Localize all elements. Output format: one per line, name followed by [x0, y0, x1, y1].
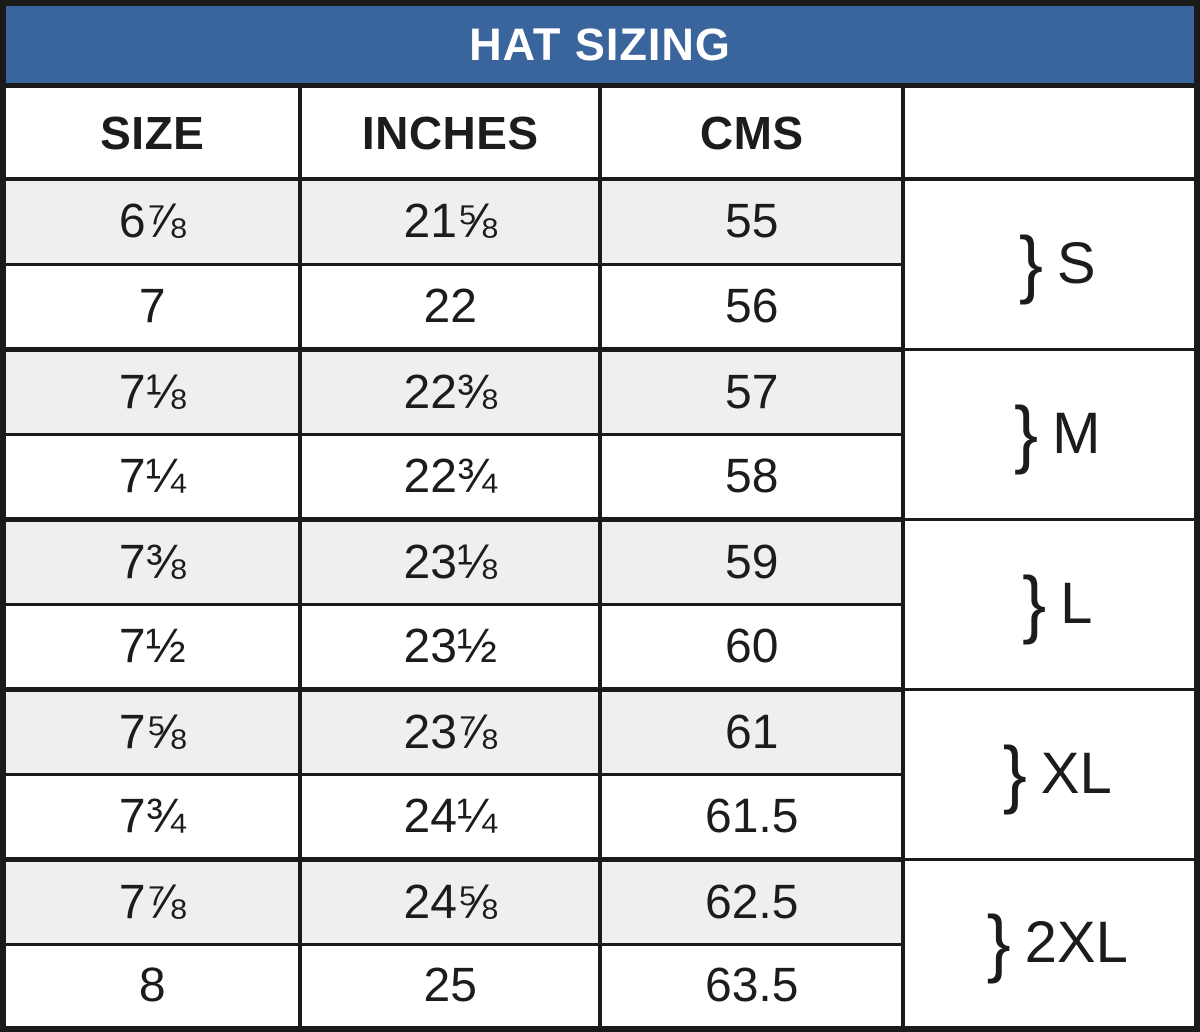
inches-value: 23½ — [298, 602, 602, 692]
brace-glyph: } — [1018, 222, 1043, 307]
cms-value: 61 — [597, 687, 906, 776]
cms-value: 61.5 — [597, 772, 906, 862]
cms-value: 60 — [597, 602, 906, 692]
inches-value: 22¾ — [298, 432, 602, 522]
size-value: 7½ — [0, 602, 303, 692]
inches-value: 21⅝ — [298, 177, 602, 266]
inches-value: 25 — [298, 942, 602, 1032]
title-row: HAT SIZING — [1, 1, 1199, 88]
size-value: 8 — [0, 942, 303, 1032]
table-row: 7 22 56 — [0, 262, 1197, 352]
column-header-row: SIZE INCHES CMS — [0, 84, 1199, 181]
column-header-inches: INCHES — [298, 84, 602, 181]
group-label: M — [1052, 401, 1101, 466]
brace-glyph: } — [986, 901, 1011, 986]
group-label: 2XL — [1024, 910, 1128, 976]
cms-value: 63.5 — [597, 942, 906, 1032]
cms-value: 62.5 — [597, 857, 906, 946]
size-value: 7⅝ — [0, 687, 303, 776]
inches-value: 23⅞ — [298, 687, 602, 776]
group-label: L — [1060, 571, 1093, 636]
brace-glyph: } — [1022, 562, 1047, 646]
inches-value: 22 — [298, 262, 602, 352]
brace-glyph: } — [1014, 392, 1039, 476]
table-row: 7⅛ 22⅜ 57 } M — [0, 347, 1199, 521]
table-row: 6⅞ 21⅝ 55 } S — [0, 177, 1199, 351]
cms-value: 56 — [597, 262, 906, 352]
group-label: S — [1056, 231, 1096, 297]
size-group-l: } L — [901, 517, 1199, 691]
cms-value: 55 — [597, 177, 906, 266]
inches-value: 24¼ — [298, 772, 602, 862]
cms-value: 57 — [597, 347, 906, 436]
table-row: 7¾ 24¼ 61.5 — [0, 772, 1197, 862]
group-label: XL — [1040, 741, 1112, 806]
size-value: 7⅛ — [0, 347, 303, 436]
inches-value: 22⅜ — [298, 347, 602, 436]
table-row: 7⅞ 24⅝ 62.5 } 2XL — [0, 857, 1199, 1031]
size-value: 7 — [0, 262, 303, 352]
size-group-2xl: } 2XL — [901, 857, 1199, 1031]
inches-value: 24⅝ — [298, 857, 602, 946]
table-row: 7¼ 22¾ 58 — [0, 432, 1197, 522]
size-group-s: } S — [901, 177, 1199, 351]
inches-value: 23⅛ — [298, 517, 602, 606]
table-row: 7½ 23½ 60 — [0, 602, 1197, 692]
cms-value: 58 — [597, 432, 906, 522]
column-header-size: SIZE — [0, 84, 303, 181]
table-row: 7⅝ 23⅞ 61 } XL — [0, 687, 1199, 861]
column-header-cms: CMS — [597, 84, 906, 181]
table-row: 7⅜ 23⅛ 59 } L — [0, 517, 1199, 691]
brace-glyph: } — [1002, 732, 1027, 816]
page-title: HAT SIZING — [1, 1, 1199, 88]
size-group-m: } M — [901, 347, 1199, 521]
size-value: 7¾ — [0, 772, 303, 862]
size-value: 7¼ — [0, 432, 303, 522]
size-value: 7⅜ — [0, 517, 303, 606]
size-value: 7⅞ — [0, 857, 303, 946]
cms-value: 59 — [597, 517, 906, 606]
column-header-group — [901, 84, 1199, 181]
size-value: 6⅞ — [0, 177, 303, 266]
size-group-xl: } XL — [901, 687, 1199, 861]
